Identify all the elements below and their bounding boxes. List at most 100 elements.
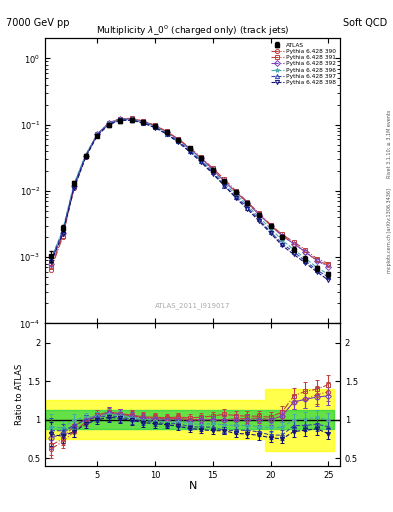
Pythia 6.428 391: [107, 120, 111, 126]
Pythia 6.428 397: [176, 138, 180, 144]
Pythia 6.428 391: [326, 261, 331, 267]
Pythia 6.428 396: [72, 180, 77, 186]
Pythia 6.428 391: [72, 183, 77, 189]
Pythia 6.428 398: [107, 121, 111, 127]
Pythia 6.428 398: [326, 277, 331, 283]
Pythia 6.428 397: [222, 183, 227, 189]
Pythia 6.428 391: [141, 118, 146, 124]
Pythia 6.428 396: [83, 152, 88, 158]
X-axis label: N: N: [188, 481, 197, 491]
Pythia 6.428 390: [257, 211, 261, 217]
Pythia 6.428 391: [199, 154, 204, 160]
Pythia 6.428 398: [314, 269, 319, 275]
Pythia 6.428 390: [152, 122, 157, 129]
Pythia 6.428 392: [83, 153, 88, 159]
Pythia 6.428 398: [176, 139, 180, 145]
Pythia 6.428 396: [280, 237, 285, 243]
Pythia 6.428 391: [245, 199, 250, 205]
Pythia 6.428 397: [245, 204, 250, 210]
Pythia 6.428 396: [303, 255, 308, 262]
Pythia 6.428 396: [210, 168, 215, 174]
Pythia 6.428 398: [245, 206, 250, 212]
Pythia 6.428 390: [60, 234, 65, 240]
Pythia 6.428 397: [130, 117, 134, 123]
Pythia 6.428 392: [130, 116, 134, 122]
Pythia 6.428 391: [233, 188, 238, 194]
Text: Soft QCD: Soft QCD: [343, 18, 387, 28]
Pythia 6.428 396: [291, 246, 296, 252]
Pythia 6.428 392: [107, 120, 111, 126]
Pythia 6.428 392: [49, 261, 53, 267]
Pythia 6.428 396: [152, 123, 157, 130]
Y-axis label: Ratio to ATLAS: Ratio to ATLAS: [15, 364, 24, 425]
Pythia 6.428 391: [303, 246, 308, 252]
Pythia 6.428 390: [164, 129, 169, 135]
Pythia 6.428 392: [152, 123, 157, 129]
Pythia 6.428 396: [60, 228, 65, 234]
Pythia 6.428 391: [291, 239, 296, 245]
Pythia 6.428 391: [222, 176, 227, 182]
Pythia 6.428 397: [210, 169, 215, 176]
Pythia 6.428 390: [268, 222, 273, 228]
Line: Pythia 6.428 398: Pythia 6.428 398: [49, 118, 331, 282]
Legend: ATLAS, Pythia 6.428 390, Pythia 6.428 391, Pythia 6.428 392, Pythia 6.428 396, P: ATLAS, Pythia 6.428 390, Pythia 6.428 39…: [270, 41, 337, 86]
Pythia 6.428 398: [303, 260, 308, 266]
Pythia 6.428 396: [187, 146, 192, 153]
Pythia 6.428 392: [291, 241, 296, 247]
Pythia 6.428 390: [233, 189, 238, 195]
Pythia 6.428 391: [176, 136, 180, 142]
Pythia 6.428 396: [233, 191, 238, 198]
Pythia 6.428 397: [326, 274, 331, 280]
Pythia 6.428 397: [233, 194, 238, 200]
Pythia 6.428 398: [141, 120, 146, 126]
Pythia 6.428 391: [257, 210, 261, 216]
Pythia 6.428 392: [222, 178, 227, 184]
Pythia 6.428 390: [176, 136, 180, 142]
Pythia 6.428 396: [268, 225, 273, 231]
Pythia 6.428 397: [314, 267, 319, 273]
Pythia 6.428 398: [95, 133, 99, 139]
Pythia 6.428 390: [95, 132, 99, 138]
Pythia 6.428 396: [164, 130, 169, 136]
Pythia 6.428 398: [257, 218, 261, 224]
Pythia 6.428 390: [118, 116, 123, 122]
Line: Pythia 6.428 392: Pythia 6.428 392: [49, 117, 331, 269]
Pythia 6.428 398: [72, 185, 77, 191]
Text: Rivet 3.1.10; ≥ 3.1M events: Rivet 3.1.10; ≥ 3.1M events: [387, 109, 392, 178]
Pythia 6.428 397: [257, 217, 261, 223]
Pythia 6.428 392: [314, 258, 319, 264]
Pythia 6.428 398: [222, 183, 227, 189]
Pythia 6.428 392: [164, 129, 169, 135]
Line: Pythia 6.428 390: Pythia 6.428 390: [49, 117, 331, 272]
Pythia 6.428 391: [280, 231, 285, 238]
Pythia 6.428 390: [141, 118, 146, 124]
Pythia 6.428 396: [141, 119, 146, 125]
Pythia 6.428 391: [49, 264, 53, 270]
Pythia 6.428 397: [83, 153, 88, 159]
Pythia 6.428 397: [107, 121, 111, 127]
Pythia 6.428 397: [164, 131, 169, 137]
Pythia 6.428 396: [257, 214, 261, 220]
Pythia 6.428 398: [152, 124, 157, 131]
Line: Pythia 6.428 396: Pythia 6.428 396: [49, 117, 331, 276]
Pythia 6.428 390: [199, 155, 204, 161]
Line: Pythia 6.428 397: Pythia 6.428 397: [49, 118, 331, 279]
Pythia 6.428 398: [199, 159, 204, 165]
Pythia 6.428 390: [83, 154, 88, 160]
Pythia 6.428 398: [49, 259, 53, 265]
Pythia 6.428 392: [245, 200, 250, 206]
Pythia 6.428 392: [257, 211, 261, 218]
Pythia 6.428 396: [107, 120, 111, 126]
Pythia 6.428 391: [95, 131, 99, 137]
Pythia 6.428 397: [72, 183, 77, 189]
Pythia 6.428 397: [95, 132, 99, 138]
Pythia 6.428 391: [118, 116, 123, 122]
Pythia 6.428 392: [141, 119, 146, 125]
Pythia 6.428 397: [303, 258, 308, 264]
Pythia 6.428 396: [118, 116, 123, 122]
Pythia 6.428 390: [107, 120, 111, 126]
Pythia 6.428 392: [199, 155, 204, 161]
Pythia 6.428 398: [164, 131, 169, 137]
Text: 7000 GeV pp: 7000 GeV pp: [6, 18, 70, 28]
Pythia 6.428 396: [95, 132, 99, 138]
